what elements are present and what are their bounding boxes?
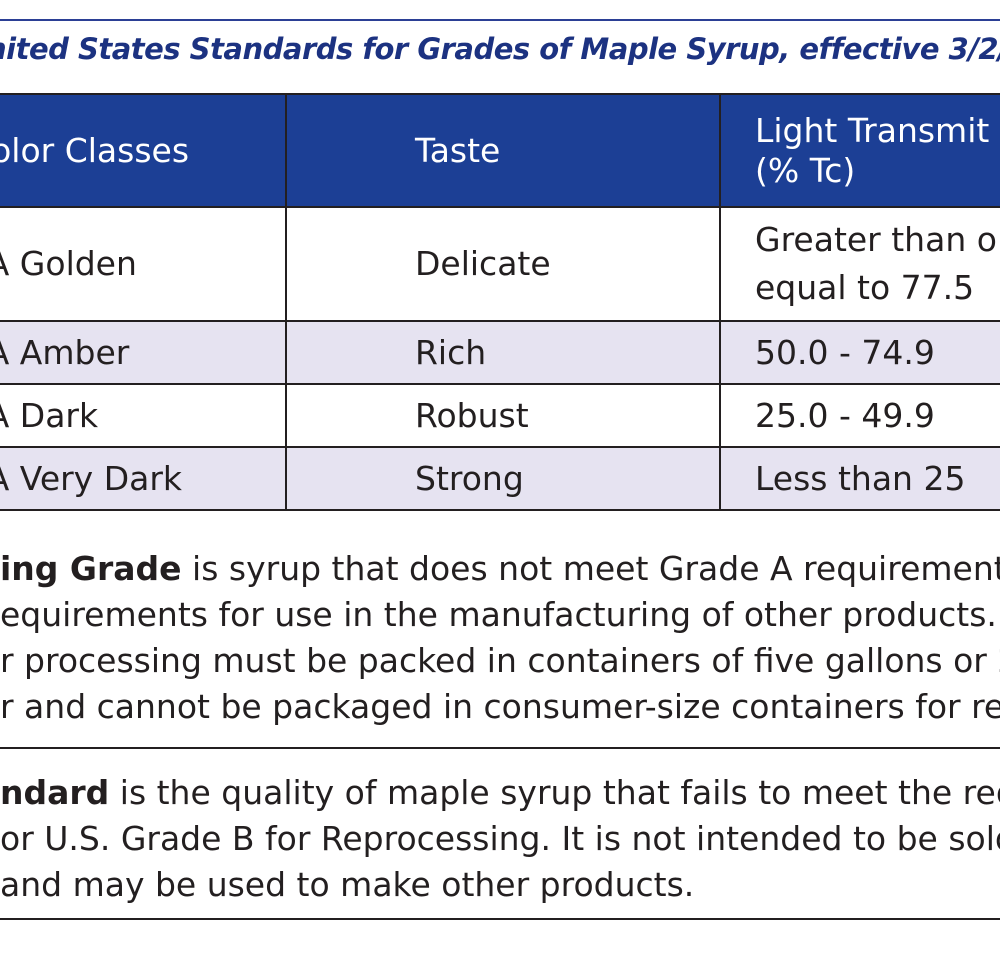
taste-cell: Robust: [285, 383, 721, 448]
table-row: de A Dark Robust 25.0 - 49.9: [0, 383, 1000, 448]
header-taste: Taste: [285, 93, 721, 208]
table-row: de A Amber Rich 50.0 - 74.9: [0, 320, 1000, 385]
taste-cell: Delicate: [285, 206, 721, 322]
grade-cell: de A Golden: [0, 206, 287, 322]
transmittance-line2: equal to 77.5: [755, 268, 975, 307]
bottom-rule: [0, 918, 1000, 920]
note-text: is the quality of maple syrup that fails…: [109, 773, 1000, 812]
header-light-transmittance: Light Transmit (% Tc): [719, 93, 1000, 208]
header-color-classes: A Color Classes: [0, 93, 287, 208]
transmittance-cell: 50.0 - 74.9: [719, 320, 1000, 385]
note-line: ndard is the quality of maple syrup that…: [0, 770, 1000, 816]
taste-cell: Strong: [285, 446, 721, 511]
processing-grade-note: ing Grade is syrup that does not meet Gr…: [0, 546, 1000, 730]
transmittance-line1: Greater than o: [755, 220, 997, 260]
note-line: equirements for use in the manufacturing…: [0, 595, 997, 634]
transmittance-cell: Less than 25: [719, 446, 1000, 511]
header-row: A Color Classes Taste Light Transmit(% T…: [0, 93, 1000, 208]
processing-grade-term: ing Grade: [0, 549, 182, 588]
header-light-transmittance-line1: Light Transmit: [755, 110, 990, 150]
note-text: is syrup that does not meet Grade A requ…: [181, 549, 1000, 588]
grade-cell: de A Amber: [0, 320, 287, 385]
transmittance-cell: 25.0 - 49.9: [719, 383, 1000, 448]
substandard-note: ndard is the quality of maple syrup that…: [0, 770, 1000, 908]
grade-cell: de A Dark: [0, 383, 287, 448]
note-line: r processing must be packed in container…: [0, 641, 1000, 680]
note-line: or U.S. Grade B for Reprocessing. It is …: [0, 819, 1000, 858]
header-light-transmittance-line2: (% Tc): [755, 150, 856, 190]
table-title: nited States Standards for Grades of Map…: [0, 32, 1000, 66]
taste-cell: Rich: [285, 320, 721, 385]
grade-cell: de A Very Dark: [0, 446, 287, 511]
table-row: de A Golden Delicate Greater than o equal…: [0, 206, 1000, 322]
note-line: ing Grade is syrup that does not meet Gr…: [0, 546, 1000, 592]
table-row: de A Very Dark Strong Less than 25: [0, 446, 1000, 511]
transmittance-cell: Greater than o equal to 77.5: [719, 206, 1000, 322]
top-rule: [0, 19, 1000, 21]
maple-syrup-grades-table: A Color Classes Taste Light Transmit(% T…: [0, 93, 1000, 511]
divider: [0, 747, 1000, 749]
substandard-term: ndard: [0, 773, 110, 812]
note-line: r and cannot be packaged in consumer-siz…: [0, 687, 1000, 726]
note-line: and may be used to make other products.: [0, 865, 695, 904]
